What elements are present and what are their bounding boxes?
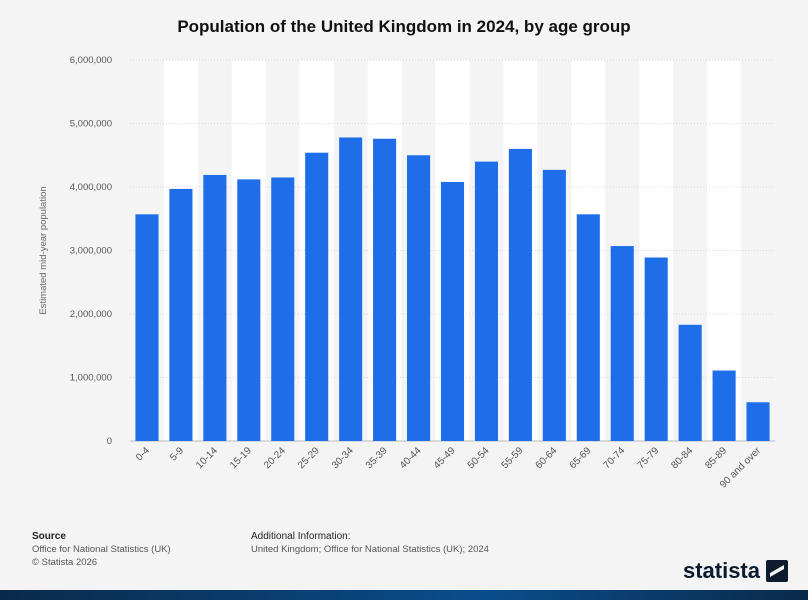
x-tick-label: 5-9 (168, 445, 186, 463)
bar (508, 148, 532, 441)
x-tick-label: 40-44 (398, 445, 424, 471)
brand-bar (0, 590, 808, 600)
bar (474, 161, 498, 441)
y-tick-label: 0 (107, 436, 112, 447)
bar (576, 214, 600, 441)
x-tick-label: 75-79 (635, 445, 661, 471)
y-tick-label: 2,000,000 (70, 309, 112, 320)
bar (305, 152, 329, 441)
x-tick-label: 0-4 (134, 445, 152, 463)
y-tick-label: 1,000,000 (70, 373, 112, 384)
bar (237, 179, 261, 441)
y-tick-label: 3,000,000 (70, 246, 112, 257)
additional-info-text: United Kingdom; Office for National Stat… (251, 544, 489, 555)
bar (644, 257, 668, 441)
x-tick-label: 20-24 (262, 445, 288, 471)
x-tick-label: 85-89 (703, 445, 729, 471)
y-tick-label: 4,000,000 (70, 182, 112, 193)
y-tick-label: 5,000,000 (70, 119, 112, 130)
additional-info-heading: Additional Information: (251, 531, 351, 542)
source-link[interactable]: Office for National Statistics (UK) (32, 544, 171, 555)
bar (135, 214, 159, 441)
source-block: Source Office for National Statistics (U… (32, 530, 171, 569)
bar (169, 188, 193, 441)
x-tick-label: 10-14 (194, 445, 220, 471)
y-axis-title: Estimated mid-year population (38, 186, 49, 314)
x-tick-label: 30-34 (330, 445, 356, 471)
chart-title: Population of the United Kingdom in 2024… (177, 17, 631, 36)
bar (746, 402, 770, 441)
x-tick-label: 25-29 (296, 445, 322, 471)
x-tick-label: 50-54 (466, 445, 492, 471)
statista-logo[interactable]: statista (683, 558, 788, 584)
statista-wordmark: statista (682, 558, 760, 583)
x-tick-label: 35-39 (364, 445, 390, 471)
source-heading: Source (32, 531, 66, 542)
x-tick-label: 70-74 (601, 445, 627, 471)
bar (712, 370, 736, 441)
x-tick-label: 60-64 (534, 445, 560, 471)
x-tick-label: 65-69 (568, 445, 594, 471)
x-tick-label: 80-84 (669, 445, 695, 471)
bar (373, 138, 397, 442)
bar (339, 137, 363, 441)
bar (440, 181, 465, 442)
x-tick-label: 45-49 (432, 445, 458, 471)
x-tick-label: 15-19 (228, 445, 254, 471)
bar-chart: 0 1,000,000 2,000,000 3,000,000 4,000,000 5,0… (38, 55, 775, 490)
bar (678, 324, 702, 441)
bar (203, 174, 227, 441)
x-tick-label: 55-59 (500, 445, 526, 471)
y-tick-label: 6,000,000 (70, 55, 112, 66)
bar (407, 155, 431, 441)
copyright-text: © Statista 2026 (32, 557, 98, 568)
additional-info-block: Additional Information: United Kingdom; … (251, 530, 489, 556)
bar (271, 177, 295, 441)
bar (542, 169, 566, 442)
statista-logo-icon (766, 560, 788, 582)
bar (610, 246, 634, 441)
